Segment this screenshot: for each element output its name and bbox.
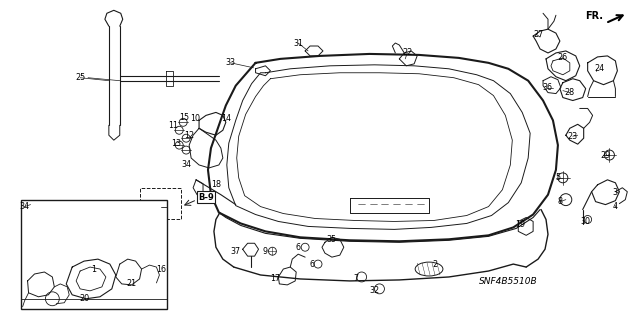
Text: 1: 1 [92, 264, 97, 273]
Text: 31: 31 [293, 39, 303, 48]
Text: 16: 16 [156, 264, 166, 273]
Text: 10: 10 [190, 114, 200, 123]
Text: 14: 14 [221, 114, 231, 123]
Text: 22: 22 [402, 48, 412, 57]
Text: 6: 6 [296, 243, 301, 252]
Text: 36: 36 [542, 83, 552, 92]
Text: 2: 2 [433, 260, 438, 269]
Text: 6: 6 [310, 260, 315, 269]
Text: 19: 19 [515, 220, 525, 229]
Bar [140, 188, 181, 219]
Bar [20, 200, 167, 309]
Text: 12: 12 [184, 131, 194, 140]
Text: 32: 32 [369, 286, 380, 295]
Text: 33: 33 [226, 58, 236, 67]
Text: 30: 30 [580, 217, 591, 226]
Text: 27: 27 [533, 30, 543, 39]
Text: B-9: B-9 [198, 193, 214, 202]
Text: 9: 9 [263, 247, 268, 256]
Text: 34: 34 [20, 202, 29, 211]
Text: FR.: FR. [585, 11, 603, 21]
Text: 3: 3 [613, 188, 618, 197]
Text: 11: 11 [168, 121, 179, 130]
Text: 28: 28 [564, 88, 575, 97]
Text: 20: 20 [79, 294, 89, 303]
Text: 8: 8 [557, 197, 563, 206]
Text: 13: 13 [172, 139, 181, 148]
Text: 18: 18 [211, 180, 221, 189]
Text: 4: 4 [613, 202, 618, 211]
Text: 34: 34 [181, 160, 191, 169]
Text: 21: 21 [127, 279, 137, 288]
Text: 17: 17 [270, 274, 280, 284]
Text: 7: 7 [353, 274, 358, 284]
Text: 23: 23 [568, 132, 578, 141]
Text: 15: 15 [179, 113, 189, 122]
Text: 25: 25 [75, 73, 85, 82]
Text: 35: 35 [327, 235, 337, 244]
Text: 37: 37 [230, 247, 241, 256]
Text: SNF4B5510B: SNF4B5510B [479, 277, 538, 286]
Text: 26: 26 [558, 53, 568, 63]
Text: 5: 5 [556, 173, 561, 182]
Text: 24: 24 [595, 64, 605, 73]
Text: 29: 29 [600, 151, 611, 160]
